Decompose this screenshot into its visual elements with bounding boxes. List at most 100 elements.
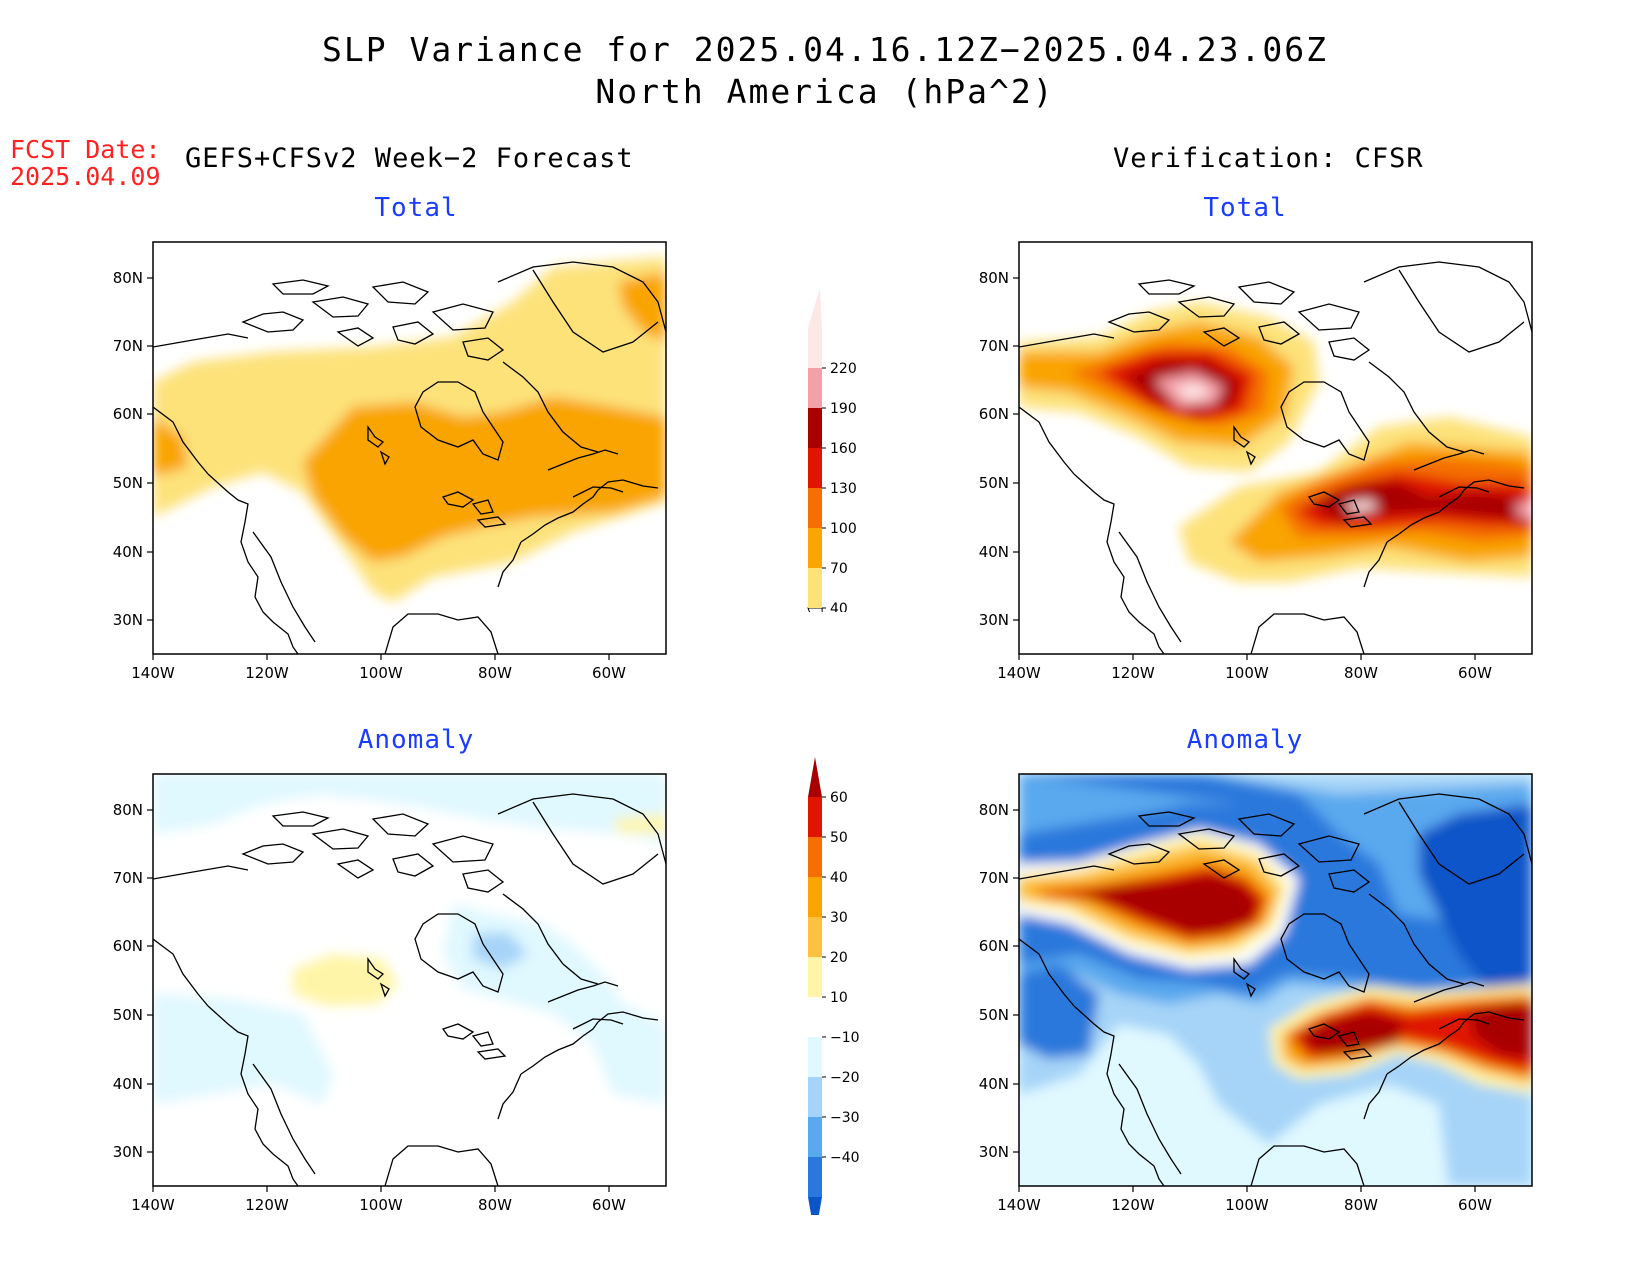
lon-tick-label: 60W — [592, 664, 626, 682]
colorbar-swatch — [808, 837, 822, 877]
verification-anomaly-field — [1019, 774, 1532, 1186]
lon-tick-label: 100W — [1225, 664, 1269, 682]
forecast-anomaly-field — [153, 774, 666, 1186]
colorbar-tick-label: 40 — [830, 870, 848, 886]
lat-tick-label: 50N — [979, 474, 1009, 492]
lat-tick-label: 40N — [979, 1075, 1009, 1093]
colorbar-upper-extension — [808, 288, 822, 328]
lat-tick-label: 60N — [979, 937, 1009, 955]
fcst-date: 2025.04.09 — [10, 162, 161, 191]
colorbar-swatch — [808, 448, 822, 488]
lat-tick-label: 80N — [113, 269, 143, 287]
colorbar-total: 40 70 100 130 160 190 220 — [807, 288, 857, 612]
lon-tick-label: 80W — [478, 664, 512, 682]
colorbar-lower-extension — [808, 1197, 822, 1215]
lon-tick-label: 60W — [1458, 1196, 1492, 1214]
lat-tick-label: 70N — [979, 869, 1009, 887]
lon-tick-label: 60W — [592, 1196, 626, 1214]
colorbar-swatch — [808, 957, 822, 997]
lat-tick-label: 50N — [113, 474, 143, 492]
colorbar-swatch — [808, 1117, 822, 1157]
lat-tick-label: 70N — [113, 337, 143, 355]
lat-tick-label: 40N — [113, 1075, 143, 1093]
colorbar-tick-label: 220 — [830, 361, 857, 377]
lat-tick-label: 70N — [979, 337, 1009, 355]
panel-title-forecast-total: Total — [374, 193, 458, 223]
lat-tick-label: 60N — [979, 405, 1009, 423]
lon-tick-label: 80W — [1344, 664, 1378, 682]
colorbar-tick-label: 50 — [830, 830, 848, 846]
colorbar-tick-label: 130 — [830, 481, 857, 497]
lat-tick-label: 70N — [113, 869, 143, 887]
colorbar-swatch — [808, 1157, 822, 1197]
colorbar-swatch — [808, 1037, 822, 1077]
colorbar-swatch — [808, 568, 822, 608]
colorbar-tick-label: −10 — [830, 1030, 860, 1046]
fcst-label: FCST Date: — [10, 135, 161, 164]
lat-tick-label: 30N — [113, 1143, 143, 1161]
lon-tick-label: 140W — [131, 664, 175, 682]
colorbar-swatch — [808, 997, 822, 1037]
colorbar-swatch — [808, 917, 822, 957]
lat-tick-label: 30N — [979, 611, 1009, 629]
lon-tick-label: 140W — [997, 664, 1041, 682]
colorbar-swatch — [808, 328, 822, 368]
colorbar-upper-extension — [808, 757, 822, 797]
lat-tick-label: 50N — [113, 1006, 143, 1024]
colorbar-swatch — [808, 528, 822, 568]
lon-tick-label: 100W — [359, 1196, 403, 1214]
lat-tick-label: 60N — [113, 937, 143, 955]
lon-tick-label: 140W — [997, 1196, 1041, 1214]
map-verification-anomaly: 80N 70N 60N 50N 40N 30N 140W 120W 100W 80W 60W — [979, 773, 1533, 1214]
verification-total-field — [1019, 242, 1532, 654]
lat-tick-label: 30N — [979, 1143, 1009, 1161]
lat-tick-label: 50N — [979, 1006, 1009, 1024]
lat-tick-label: 80N — [113, 801, 143, 819]
colorbar-tick-label: 100 — [830, 521, 857, 537]
forecast-total-field — [153, 242, 666, 654]
lat-tick-label: 80N — [979, 801, 1009, 819]
panel-title-verification-total: Total — [1203, 193, 1287, 223]
fcst-date-block: FCST Date: 2025.04.09 — [10, 136, 161, 190]
map-forecast-total: 80N 70N 60N 50N 40N 30N 140W 120W 100W 80W 60W — [113, 241, 667, 682]
forecast-heading: GEFS+CFSv2 Week−2 Forecast — [185, 143, 634, 174]
colorbar-swatch — [808, 368, 822, 408]
colorbar-swatch — [808, 408, 822, 448]
colorbar-swatch — [808, 877, 822, 917]
main-subtitle: North America (hPa^2) — [595, 72, 1055, 111]
colorbar-tick-label: 190 — [830, 401, 857, 417]
lon-tick-label: 120W — [245, 1196, 289, 1214]
panel-title-verification-anomaly: Anomaly — [1186, 725, 1304, 755]
colorbar-swatch — [808, 1077, 822, 1117]
lon-tick-label: 120W — [1111, 664, 1155, 682]
colorbar-tick-label: 40 — [830, 601, 848, 612]
lon-tick-label: 80W — [478, 1196, 512, 1214]
colorbar-tick-label: −20 — [830, 1070, 860, 1086]
main-title: SLP Variance for 2025.04.16.12Z−2025.04.… — [322, 30, 1328, 69]
colorbar-tick-label: 60 — [830, 790, 848, 806]
map-verification-total: 80N 70N 60N 50N 40N 30N 140W 120W 100W 80W 60W — [979, 241, 1533, 682]
colorbar-tick-label: 30 — [830, 910, 848, 926]
colorbar-tick-label: −30 — [830, 1110, 860, 1126]
lon-tick-label: 60W — [1458, 664, 1492, 682]
panel-title-forecast-anomaly: Anomaly — [357, 725, 475, 755]
lon-tick-label: 100W — [1225, 1196, 1269, 1214]
lat-tick-label: 60N — [113, 405, 143, 423]
lon-tick-label: 80W — [1344, 1196, 1378, 1214]
map-forecast-anomaly: 80N 70N 60N 50N 40N 30N 140W 120W 100W 80W 60W — [113, 773, 667, 1214]
verification-heading: Verification: CFSR — [1113, 143, 1424, 174]
colorbar-tick-label: 160 — [830, 441, 857, 457]
colorbar-anomaly: 60 50 40 30 20 10 −10 −20 −30 −40 — [808, 757, 860, 1215]
lon-tick-label: 100W — [359, 664, 403, 682]
lon-tick-label: 120W — [245, 664, 289, 682]
lat-tick-label: 80N — [979, 269, 1009, 287]
lat-tick-label: 30N — [113, 611, 143, 629]
colorbar-tick-label: 20 — [830, 950, 848, 966]
colorbar-tick-label: 10 — [830, 990, 848, 1006]
lat-tick-label: 40N — [979, 543, 1009, 561]
colorbar-lower-extension — [807, 607, 823, 612]
colorbar-swatch — [808, 797, 822, 837]
colorbar-swatch — [808, 488, 822, 528]
lon-tick-label: 120W — [1111, 1196, 1155, 1214]
lon-tick-label: 140W — [131, 1196, 175, 1214]
